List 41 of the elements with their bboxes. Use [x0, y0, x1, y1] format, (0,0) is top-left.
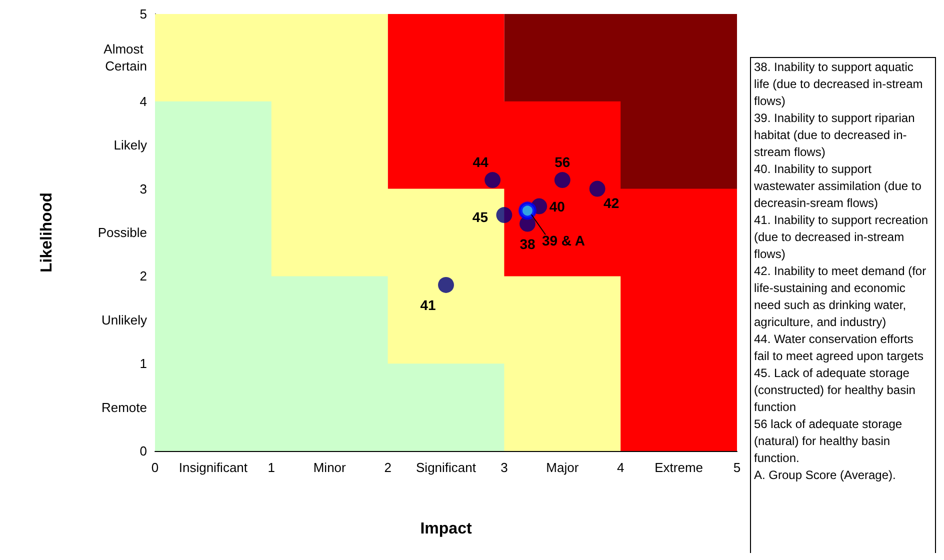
text: 41. Inability to support recreation (due to decreased in-stream flows) — [754, 212, 930, 263]
x-tick-label: 3 — [500, 460, 508, 475]
x-axis-title: Impact — [420, 520, 472, 538]
x-tick-label: Significant — [416, 460, 476, 475]
text: 40. Inability to support wastewater assimilation (due to decreasin-sream flows) — [754, 161, 922, 212]
x-tick-label: 4 — [616, 460, 624, 475]
y-tick-label: 1 — [140, 356, 147, 372]
text: 42. Inability to meet demand (for life-sustaining and economic need such as drinking water, agriculture, and industry) — [754, 263, 928, 331]
y-tick-label: 3 — [140, 181, 147, 196]
annotation: 56 — [554, 154, 570, 170]
y-tick-label: Remote — [101, 400, 147, 415]
y-tick-label: Possible — [98, 225, 147, 240]
annotation: 40 — [549, 198, 566, 214]
x-tick-label: 0 — [151, 460, 159, 475]
y-tick-label: Likely — [114, 138, 148, 153]
text: 56 lack of adequate storage (natural) for healthy basin function. — [754, 416, 904, 467]
x-tick-label: 1 — [268, 460, 276, 475]
y-tick-label: 4 — [140, 94, 147, 109]
x-tick-label: Extreme — [654, 460, 704, 475]
y-tick-label: Almost Certain — [104, 42, 147, 74]
annotation: 41 — [420, 296, 436, 313]
y-tick-label: 5 — [140, 6, 147, 22]
x-tick-label: 2 — [384, 460, 392, 475]
annotation: 38 — [520, 236, 536, 252]
text: 45. Lack of adequate storage (constructed) for healthy basin function — [754, 365, 916, 416]
text: 44. Water conservation efforts fail to meet agreed upon targets — [754, 331, 924, 365]
y-axis-title: Likelihood — [38, 192, 56, 272]
text: 39. Inability to support riparian habitat (due to decreased in-stream flows) — [754, 110, 916, 161]
x-tick-label: Major — [546, 460, 580, 475]
x-tick-label: Insignificant — [178, 460, 248, 475]
text: 38. Inability to support aquatic life (due to decreased in-stream flows) — [754, 59, 924, 110]
annotation: 42 — [604, 194, 620, 211]
y-tick-label: 0 — [140, 444, 147, 458]
y-tick-label: Unlikely — [101, 312, 148, 328]
text: A. Group Score (Average). — [754, 467, 897, 484]
annotation: 44 — [472, 154, 489, 170]
annotation: 39 & A — [542, 232, 586, 249]
x-tick-label: Minor — [313, 460, 347, 475]
annotation: 45 — [472, 209, 488, 226]
y-tick-label: 2 — [140, 268, 147, 284]
x-tick-label: 5 — [733, 460, 741, 475]
